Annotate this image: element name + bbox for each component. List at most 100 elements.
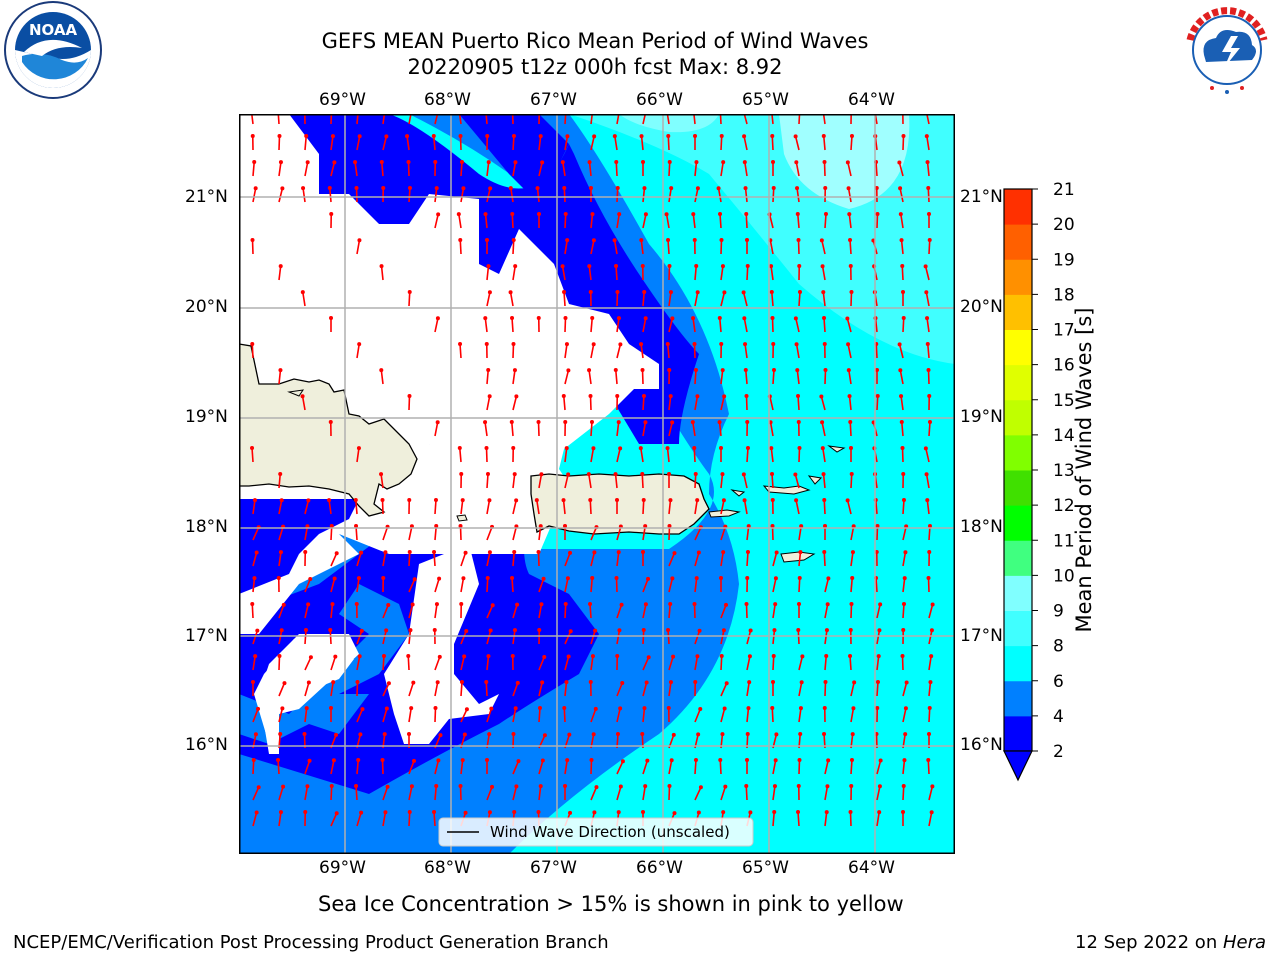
wind-arrow-head xyxy=(407,186,412,191)
wind-arrow-head xyxy=(459,602,464,607)
wind-arrow-head xyxy=(717,316,722,321)
wind-arrow-head xyxy=(822,732,827,737)
colorbar-segment xyxy=(1004,364,1032,401)
wind-arrow xyxy=(562,395,566,411)
colorbar-segment xyxy=(1004,399,1032,436)
wind-arrow xyxy=(642,114,647,125)
wind-arrow-head xyxy=(928,680,933,685)
wind-arrow-head xyxy=(541,576,546,581)
wind-arrow xyxy=(770,448,774,463)
legend-label: Wind Wave Direction (unscaled) xyxy=(490,823,730,841)
wind-arrow-head xyxy=(357,342,362,347)
wind-arrow-head xyxy=(407,290,412,295)
footer-date: 12 Sep 2022 on xyxy=(1075,932,1223,953)
wind-arrow-head xyxy=(434,602,439,607)
wind-arrow xyxy=(772,811,776,827)
wind-arrow-head xyxy=(720,732,725,737)
wind-arrow xyxy=(772,629,776,645)
wind-arrow xyxy=(850,473,853,489)
wind-arrow-head xyxy=(512,550,517,555)
wind-arrow xyxy=(876,395,879,411)
wind-arrow xyxy=(484,422,488,437)
wind-arrow xyxy=(794,136,800,151)
wind-arrow-head xyxy=(486,264,491,269)
wind-arrow-head xyxy=(721,160,726,165)
wind-arrow-head xyxy=(903,706,908,711)
wind-arrow-head xyxy=(821,134,826,139)
wind-arrow xyxy=(563,187,566,203)
wind-arrow-head xyxy=(850,576,855,581)
wind-arrow xyxy=(821,266,826,281)
wind-arrow-head xyxy=(409,706,414,711)
wind-arrow xyxy=(512,708,517,723)
wind-arrow xyxy=(719,759,722,775)
colorbar-segment xyxy=(1004,259,1032,295)
wind-arrow xyxy=(590,656,594,671)
wind-arrow-head xyxy=(901,810,905,814)
colorbar-tick-label: 15 xyxy=(1053,391,1075,411)
wind-arrow-head xyxy=(927,706,932,711)
wind-arrow-head xyxy=(565,758,570,763)
wind-arrow-head xyxy=(561,394,566,399)
wind-arrow xyxy=(694,500,698,515)
wind-arrow-head xyxy=(250,342,255,347)
wind-arrow-head xyxy=(281,784,286,789)
wind-arrow xyxy=(847,344,852,359)
wind-arrow-head xyxy=(538,524,543,529)
wind-arrow xyxy=(694,188,699,203)
wind-arrow xyxy=(928,239,931,255)
wind-arrow xyxy=(693,447,696,463)
wind-arrow-head xyxy=(744,212,749,217)
wind-arrow-head xyxy=(432,810,437,815)
wind-arrow-head xyxy=(512,368,517,373)
wind-arrow-head xyxy=(769,290,774,295)
graticule xyxy=(239,114,955,854)
wind-arrow xyxy=(538,474,543,489)
wind-arrow xyxy=(277,759,280,775)
wind-arrow-head xyxy=(695,394,700,399)
wind-arrow-head xyxy=(929,654,934,659)
wind-arrow-head xyxy=(589,186,593,190)
wind-arrow xyxy=(770,291,774,307)
wind-arrow xyxy=(821,422,826,437)
wind-arrow-head xyxy=(826,758,831,763)
colorbar-segment xyxy=(1004,189,1032,225)
wind-arrow-head xyxy=(874,550,879,555)
wind-arrow-head xyxy=(645,758,650,763)
wind-arrow xyxy=(900,239,904,255)
wind-arrow-head xyxy=(820,420,825,425)
wind-arrow xyxy=(616,552,620,567)
wind-arrow xyxy=(926,114,930,125)
wind-arrow-head xyxy=(616,316,621,321)
wind-arrow xyxy=(823,551,826,567)
footer-right: 12 Sep 2022 on Hera xyxy=(1075,932,1266,954)
wind-arrow-head xyxy=(794,498,799,503)
wind-arrow xyxy=(330,552,338,567)
wind-arrow-head xyxy=(354,186,359,191)
colorbar-tick-label: 12 xyxy=(1053,496,1075,516)
wind-arrow xyxy=(847,162,852,177)
wind-arrow xyxy=(252,630,259,645)
wind-arrow xyxy=(356,240,361,255)
wind-arrow-head xyxy=(255,628,260,633)
wind-arrow-head xyxy=(432,550,437,555)
wind-arrow-head xyxy=(508,290,513,295)
wind-arrow-head xyxy=(536,316,541,321)
wind-arrow-head xyxy=(693,134,697,138)
wind-arrow-head xyxy=(772,628,777,633)
wind-arrow xyxy=(875,577,878,593)
wind-arrow-head xyxy=(747,654,752,659)
wind-arrow xyxy=(640,240,644,255)
wind-arrow-head xyxy=(642,290,647,295)
wind-arrow xyxy=(692,214,696,229)
wind-arrow-head xyxy=(901,290,905,294)
wind-arrow-head xyxy=(720,368,725,373)
wind-arrow-head xyxy=(592,134,597,139)
wind-arrow xyxy=(822,473,826,489)
wind-arrow-head xyxy=(306,602,311,607)
wind-arrow-head xyxy=(851,706,856,711)
wind-arrow-head xyxy=(744,394,749,399)
wind-arrow xyxy=(330,682,334,697)
wind-arrow-head xyxy=(303,628,308,633)
wind-arrow xyxy=(694,656,699,671)
